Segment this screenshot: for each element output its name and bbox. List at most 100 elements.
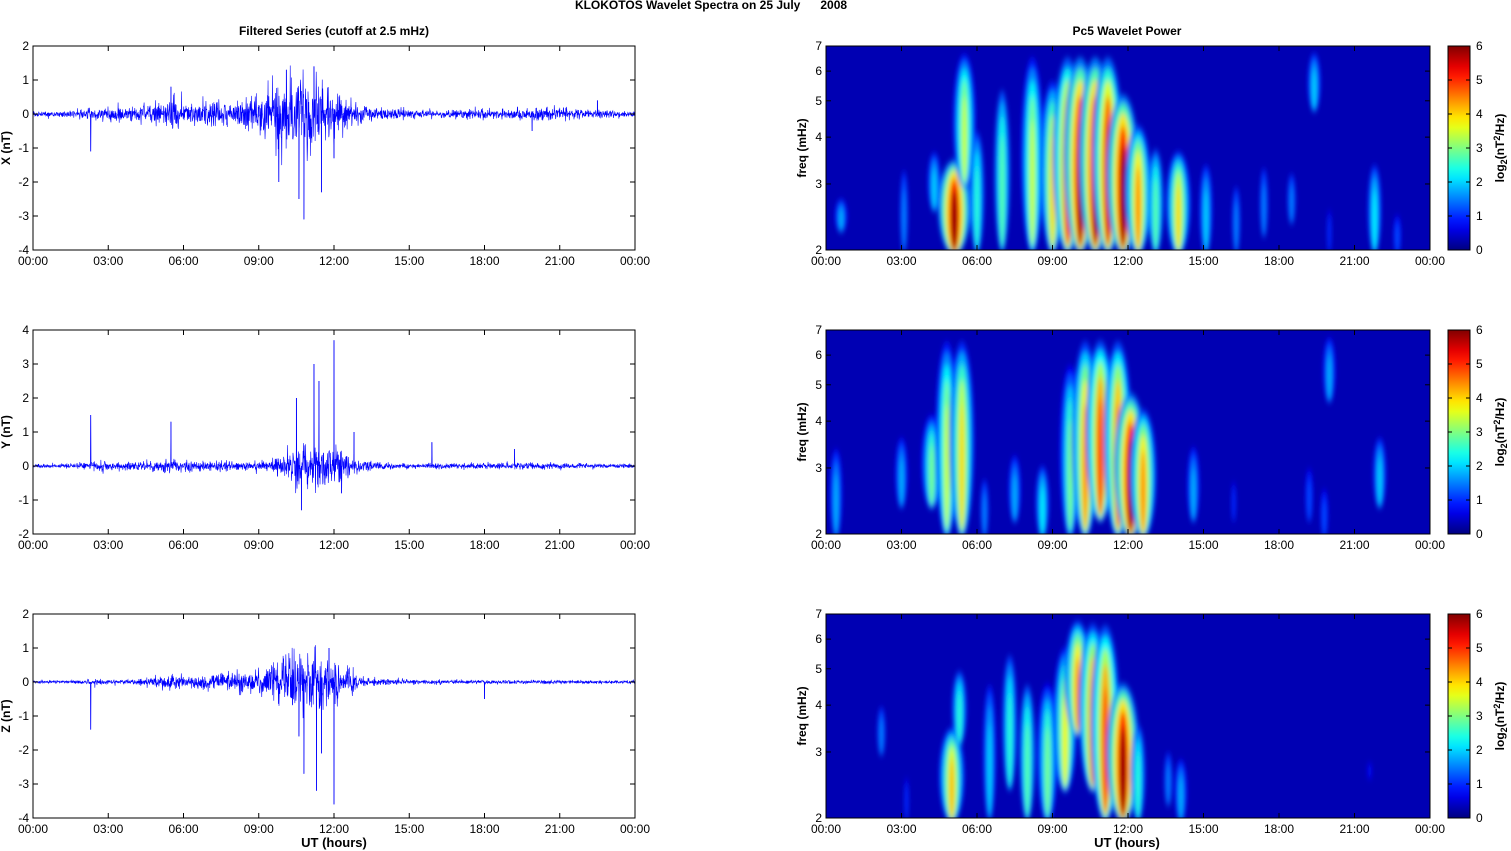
colorbar-fill <box>1448 330 1470 534</box>
heatmap-blob <box>1327 216 1332 250</box>
heatmap-blob <box>1025 723 1030 817</box>
heatmap-blob <box>929 444 934 506</box>
heatmap-blob <box>1040 486 1045 534</box>
right-x-tick-label: 00:00 <box>811 538 841 552</box>
freq-tick-label: 3 <box>815 461 822 475</box>
freq-tick-label: 3 <box>815 745 822 759</box>
heatmap-blob <box>1166 764 1171 806</box>
colorbar-tick-label: 4 <box>1476 675 1483 689</box>
freq-tick-label: 4 <box>815 698 822 712</box>
heatmap-blob <box>975 166 979 250</box>
filtered-series-y-panel: -2 -1 0 1 2 3 4 00:00 03:00 06:00 09:00 12:00 15:00 1… <box>0 323 650 552</box>
colorbar-label-part: log <box>1493 164 1507 182</box>
colorbar-tick-label: 0 <box>1476 243 1483 257</box>
right-x-tick-label: 09:00 <box>1037 822 1067 836</box>
colorbar-label-part: /Hz) <box>1493 398 1507 420</box>
figure-title: KLOKOTOS Wavelet Spectra on 25 July 2008 <box>575 0 847 12</box>
freq-tick-label: 6 <box>815 348 822 362</box>
heatmap-blob <box>1012 474 1017 521</box>
wavelet-power-x-panel: 2 3 4 5 6 7 00:00 03:00 06:00 09:00 12:00 15:00 18:0… <box>795 39 1509 268</box>
y-tick-label: -1 <box>18 493 29 507</box>
left-x-tick-label: 00:00 <box>18 254 48 268</box>
right-x-tick-label: 00:00 <box>1415 254 1445 268</box>
heatmap-blob <box>904 784 909 818</box>
heatmap-blob <box>1377 457 1382 507</box>
right-x-tick-label: 00:00 <box>811 254 841 268</box>
colorbar-tick-label: 2 <box>1476 743 1483 757</box>
colorbar-label-part: log <box>1493 732 1507 750</box>
heatmap-blob <box>1075 657 1080 732</box>
colorbar-label: log2(nT2/Hz) <box>1492 682 1508 751</box>
freq-tick-label: 4 <box>815 130 822 144</box>
y-tick-label: -3 <box>18 777 29 791</box>
right-x-tick-label: 03:00 <box>886 254 916 268</box>
colorbar-label-part: 2 <box>1499 159 1509 164</box>
colorbar-fill <box>1448 46 1470 250</box>
right-x-tick-label: 00:00 <box>1415 822 1445 836</box>
left-x-tick-label: 18:00 <box>469 254 499 268</box>
freq-tick-label: 2 <box>815 243 822 257</box>
y-tick-label: 3 <box>22 357 29 371</box>
right-x-tick-label: 21:00 <box>1339 822 1369 836</box>
colorbar-tick-label: 1 <box>1476 777 1483 791</box>
right-x-tick-label: 09:00 <box>1037 538 1067 552</box>
freq-tick-label: 5 <box>815 378 822 392</box>
colorbar-tick-label: 5 <box>1476 73 1483 87</box>
heatmap-blob <box>1000 135 1005 247</box>
freq-tick-label: 4 <box>815 414 822 428</box>
heatmap-blob <box>982 493 987 534</box>
colorbar-tick-label: 6 <box>1476 607 1483 621</box>
right-x-tick-label: 12:00 <box>1113 538 1143 552</box>
heatmap-blob <box>957 692 962 744</box>
heatmap-blob <box>1140 450 1146 534</box>
heatmap-cells <box>834 53 1402 250</box>
right-x-tick-label: 03:00 <box>886 822 916 836</box>
colorbar-label-part: 2 <box>1499 727 1509 732</box>
colorbar-tick-label: 2 <box>1476 459 1483 473</box>
left-x-tick-label: 03:00 <box>93 538 123 552</box>
colorbar-tick-label: 0 <box>1476 811 1483 825</box>
left-x-tick-label: 12:00 <box>319 822 349 836</box>
heatmap-blob <box>1068 419 1073 531</box>
freq-tick-label: 2 <box>815 811 822 825</box>
right-x-tick-label: 15:00 <box>1188 538 1218 552</box>
right-x-tick-label: 09:00 <box>1037 254 1067 268</box>
heatmap-blob <box>1097 398 1103 515</box>
heatmap-blob <box>1204 189 1209 250</box>
wavelet-power-z-panel: 2 3 4 5 6 7 00:00 03:00 06:00 09:00 12:00 15:00 18:0… <box>795 607 1509 836</box>
y-tick-label: -4 <box>18 811 29 825</box>
left-x-tick-label: 09:00 <box>244 538 274 552</box>
y-tick-label: 1 <box>22 73 29 87</box>
colorbar-label-part: /Hz) <box>1493 682 1507 704</box>
colorbar-label-part: 2 <box>1499 443 1509 448</box>
right-x-tick-label: 18:00 <box>1264 254 1294 268</box>
freq-tick-label: 7 <box>815 607 822 621</box>
heatmap-blobs <box>829 337 1387 534</box>
left-x-tick-label: 18:00 <box>469 822 499 836</box>
right-x-tick-label: 00:00 <box>1415 538 1445 552</box>
heatmap-blob <box>1063 693 1068 787</box>
right-x-tick-label: 15:00 <box>1188 254 1218 268</box>
right-x-tick-label: 15:00 <box>1188 822 1218 836</box>
freq-tick-label: 2 <box>815 527 822 541</box>
colorbar-tick-label: 2 <box>1476 175 1483 189</box>
y-axis-label: Y (nT) <box>0 415 13 449</box>
y-tick-label: 1 <box>22 641 29 655</box>
y-tick-label: -1 <box>18 141 29 155</box>
colorbar-label-part: log <box>1493 448 1507 466</box>
freq-axis-label: freq (mHz) <box>795 402 809 461</box>
y-axis-label: Z (nT) <box>0 699 13 732</box>
heatmap-blob <box>879 718 884 755</box>
heatmap-blob <box>1312 69 1317 111</box>
colorbar-label-part: 2 <box>1492 420 1502 425</box>
colorbar-tick-label: 3 <box>1476 425 1483 439</box>
left-x-tick-label: 00:00 <box>620 254 650 268</box>
right-x-tick-label: 06:00 <box>962 254 992 268</box>
freq-axis-label: freq (mHz) <box>795 686 809 745</box>
y-tick-label: -4 <box>18 243 29 257</box>
filtered-series-x-panel: -4 -3 -2 -1 0 1 2 00:00 03:00 06:00 09:00 12:00 15:0… <box>0 39 650 268</box>
y-tick-label: -2 <box>18 743 29 757</box>
heatmap-blob <box>1327 356 1332 401</box>
